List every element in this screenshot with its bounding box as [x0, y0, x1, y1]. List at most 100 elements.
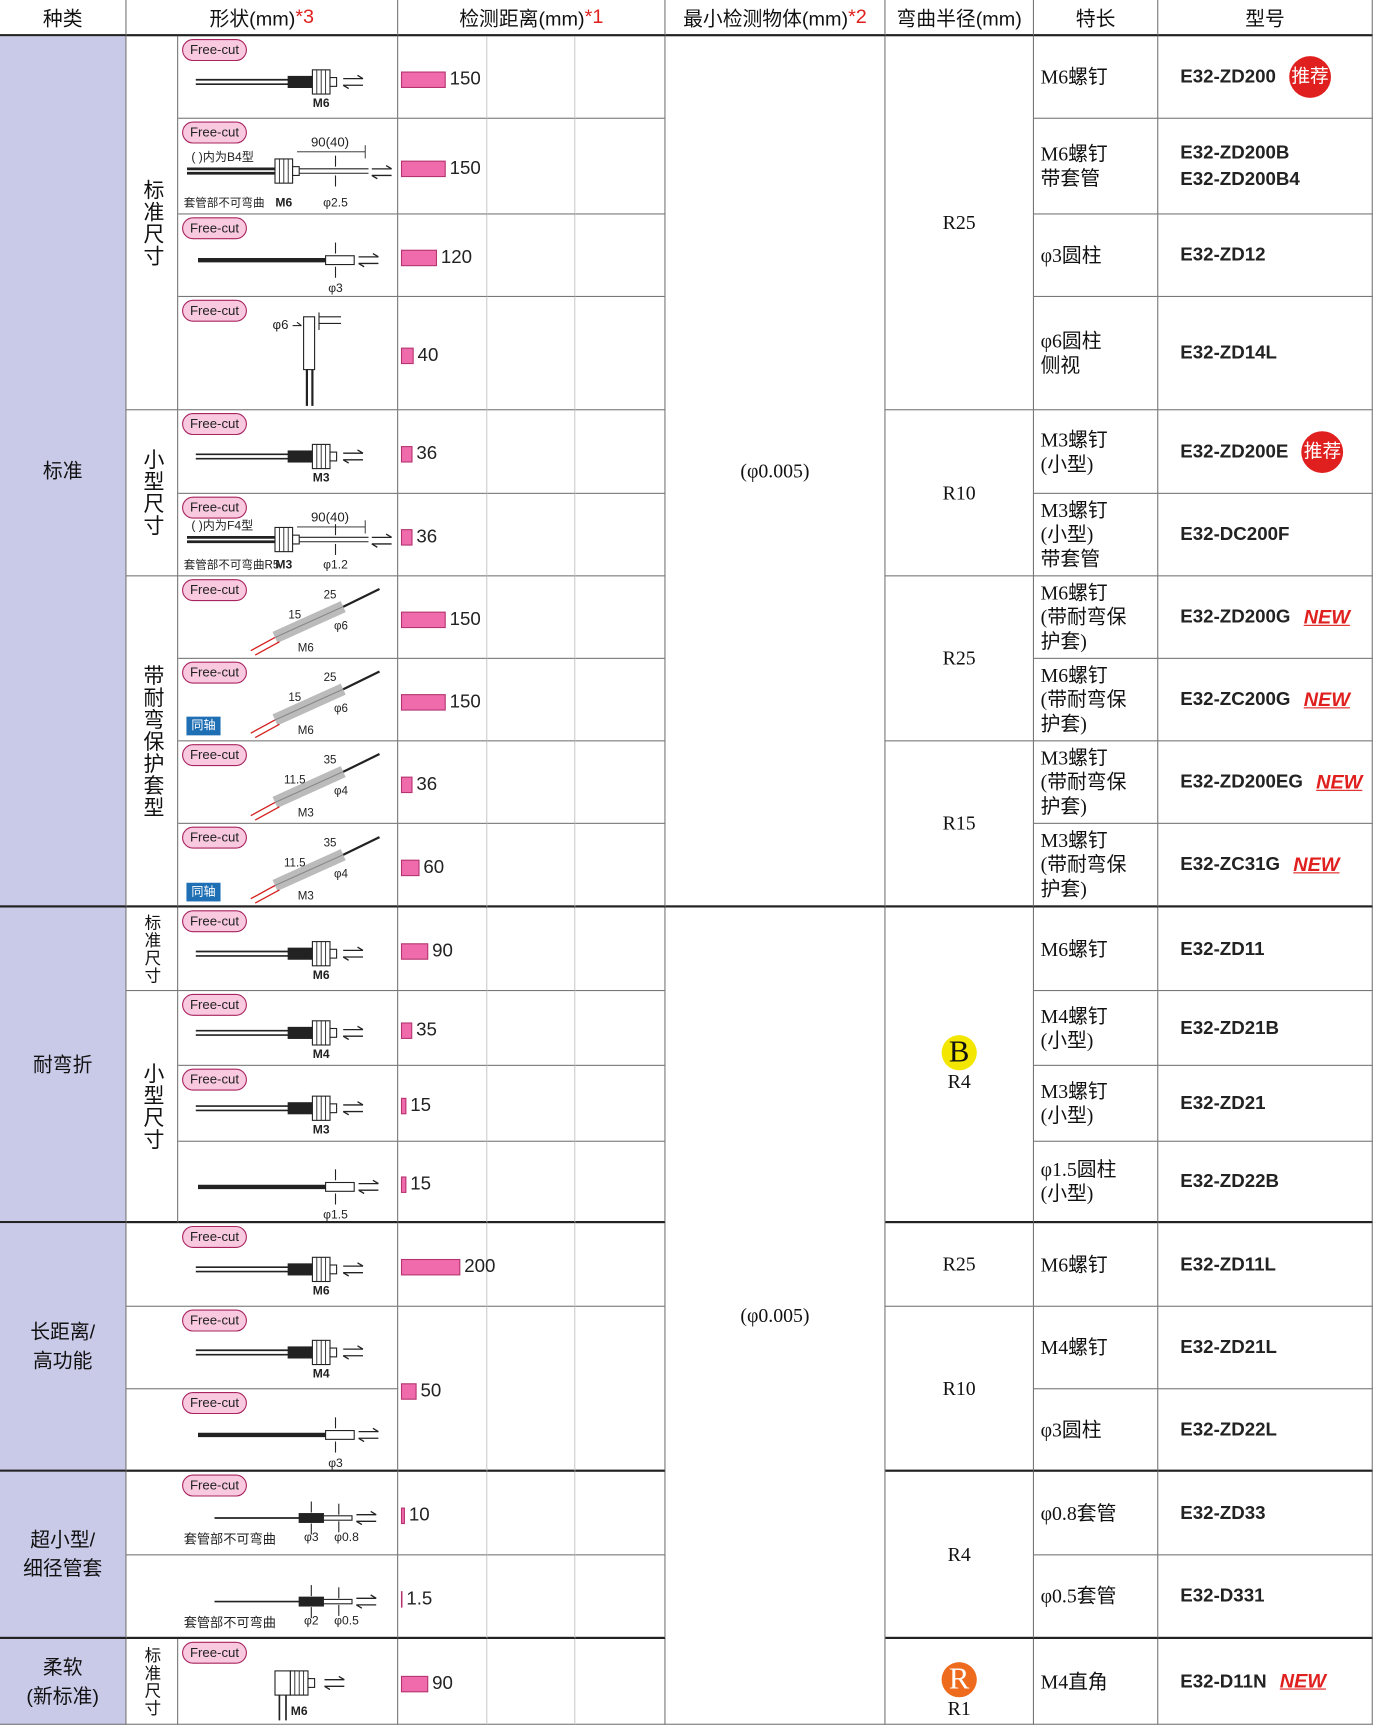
distance-cell — [487, 1639, 576, 1725]
model: E32-D11N — [1180, 1670, 1267, 1692]
distance-cell — [398, 991, 488, 1066]
shape-cell — [178, 1639, 399, 1725]
feature: M3螺钉 (小型) 带套管 — [1040, 499, 1108, 570]
size-cell: 标准尺寸 — [126, 1639, 179, 1725]
distance-cell — [487, 991, 576, 1066]
size-label: 标准尺寸 — [140, 178, 164, 267]
model-cell: E32-ZD200G NEW — [1158, 576, 1373, 659]
distance-cell — [398, 658, 488, 742]
radius-text: R10 — [942, 481, 976, 504]
distance-cell — [575, 658, 666, 742]
feature-cell: M3螺钉 (小型) 带套管 — [1034, 493, 1159, 577]
shape-cell — [178, 410, 399, 494]
model-cell: E32-D331 — [1158, 1555, 1373, 1639]
size-cell: 标准尺寸 — [126, 907, 179, 992]
feature: M6螺钉 带套管 — [1040, 143, 1108, 190]
header-cell: 最小检测物体(mm) *2 — [665, 0, 886, 37]
header-text: 形状(mm) — [209, 7, 296, 30]
feature: M3螺钉 (小型) — [1040, 1080, 1108, 1127]
distance-cell — [575, 36, 666, 119]
model-cell: E32-ZD21L — [1158, 1306, 1373, 1390]
size-cell: 带耐弯保护套型 — [126, 576, 179, 908]
model-badge: 推荐 — [1301, 430, 1344, 473]
feature: M3螺钉 (小型) — [1040, 428, 1108, 475]
radius-cell: B R4 — [885, 907, 1034, 1224]
feature-cell: M6螺钉 — [1034, 36, 1159, 119]
distance-cell — [575, 410, 666, 494]
model-cell: E32-ZD14L — [1158, 297, 1373, 411]
feature: φ0.8套管 — [1040, 1502, 1117, 1525]
radius-mark: B — [941, 1035, 977, 1071]
category-cell: 超小型/ 细径管套 — [0, 1471, 127, 1639]
feature-cell: M3螺钉 (带耐弯保 护套) — [1034, 823, 1159, 908]
model: E32-ZD200G — [1180, 606, 1291, 627]
category-cell: 柔软 (新标准) — [0, 1639, 127, 1725]
model-badge: NEW — [1303, 688, 1350, 711]
header-note: *1 — [584, 5, 604, 28]
shape-cell — [178, 297, 399, 411]
distance-cell — [575, 1306, 666, 1472]
feature-cell: M3螺钉 (小型) — [1034, 410, 1159, 494]
distance-cell — [575, 1639, 666, 1725]
distance-cell — [487, 297, 576, 411]
feature: M6螺钉 — [1040, 66, 1108, 88]
model: E32-ZD14L — [1180, 342, 1277, 363]
shape-cell — [178, 118, 399, 215]
model-cell: E32-ZD12 — [1158, 214, 1373, 297]
feature-cell: φ0.5套管 — [1034, 1555, 1159, 1639]
model: E32-ZD200 — [1180, 66, 1276, 87]
model-cell: E32-ZD200E 推荐 — [1158, 410, 1373, 494]
model: E32-ZD22B — [1180, 1170, 1280, 1192]
shape-cell — [178, 1141, 399, 1224]
model-cell: E32-ZD33 — [1158, 1471, 1373, 1556]
feature: M6螺钉 — [1040, 937, 1108, 960]
feature: M4螺钉 — [1040, 1336, 1108, 1359]
min-object-cell: (φ0.005) — [665, 36, 886, 908]
distance-cell — [575, 991, 666, 1066]
distance-cell — [398, 1223, 488, 1307]
model: E32-ZC200G — [1180, 688, 1291, 710]
radius-text: R4 — [947, 1542, 971, 1565]
category-label: 耐弯折 — [33, 1053, 93, 1076]
distance-cell — [398, 907, 488, 992]
distance-cell — [487, 907, 576, 992]
distance-cell — [487, 410, 576, 494]
distance-cell — [398, 36, 488, 119]
category-label: 标准 — [42, 459, 83, 482]
distance-cell — [487, 1555, 576, 1639]
distance-cell — [575, 1141, 666, 1224]
radius-mark: R — [941, 1662, 977, 1698]
radius-text: R10 — [942, 1376, 976, 1399]
feature: φ1.5圆柱 (小型) — [1040, 1158, 1117, 1205]
header-note: *2 — [848, 5, 867, 28]
distance-cell — [575, 576, 666, 659]
radius-text: R1 — [947, 1697, 971, 1720]
feature: M3螺钉 (带耐弯保 护套) — [1040, 746, 1127, 818]
shape-cell — [178, 214, 399, 297]
shape-cell — [126, 1389, 399, 1472]
distance-cell — [398, 823, 488, 908]
model-cell: E32-ZD21 — [1158, 1065, 1373, 1142]
header-cell: 种类 — [0, 0, 127, 37]
model: E32-ZC31G — [1180, 853, 1281, 875]
distance-cell — [575, 907, 666, 992]
feature: M4直角 — [1040, 1670, 1108, 1693]
distance-cell — [487, 576, 576, 659]
distance-cell — [575, 823, 666, 908]
model-cell: E32-ZD11L — [1158, 1223, 1373, 1307]
distance-cell — [575, 118, 666, 215]
feature-cell: M3螺钉 (小型) — [1034, 1065, 1159, 1142]
header-note: *3 — [295, 5, 315, 28]
distance-cell — [398, 1141, 488, 1224]
size-cell: 标准尺寸 — [126, 36, 179, 411]
size-label: 带耐弯保护套型 — [140, 663, 164, 818]
shape-cell — [178, 741, 399, 824]
distance-cell — [398, 1065, 488, 1142]
feature: φ3圆柱 — [1040, 244, 1102, 267]
feature-cell: M3螺钉 (带耐弯保 护套) — [1034, 741, 1159, 824]
model: E32-ZD200EG — [1180, 771, 1303, 792]
min-object-cell: (φ0.005) — [665, 907, 886, 1725]
min-object: (φ0.005) — [740, 1304, 810, 1327]
model-badge: 推荐 — [1289, 56, 1331, 98]
radius-text: R25 — [942, 646, 976, 669]
